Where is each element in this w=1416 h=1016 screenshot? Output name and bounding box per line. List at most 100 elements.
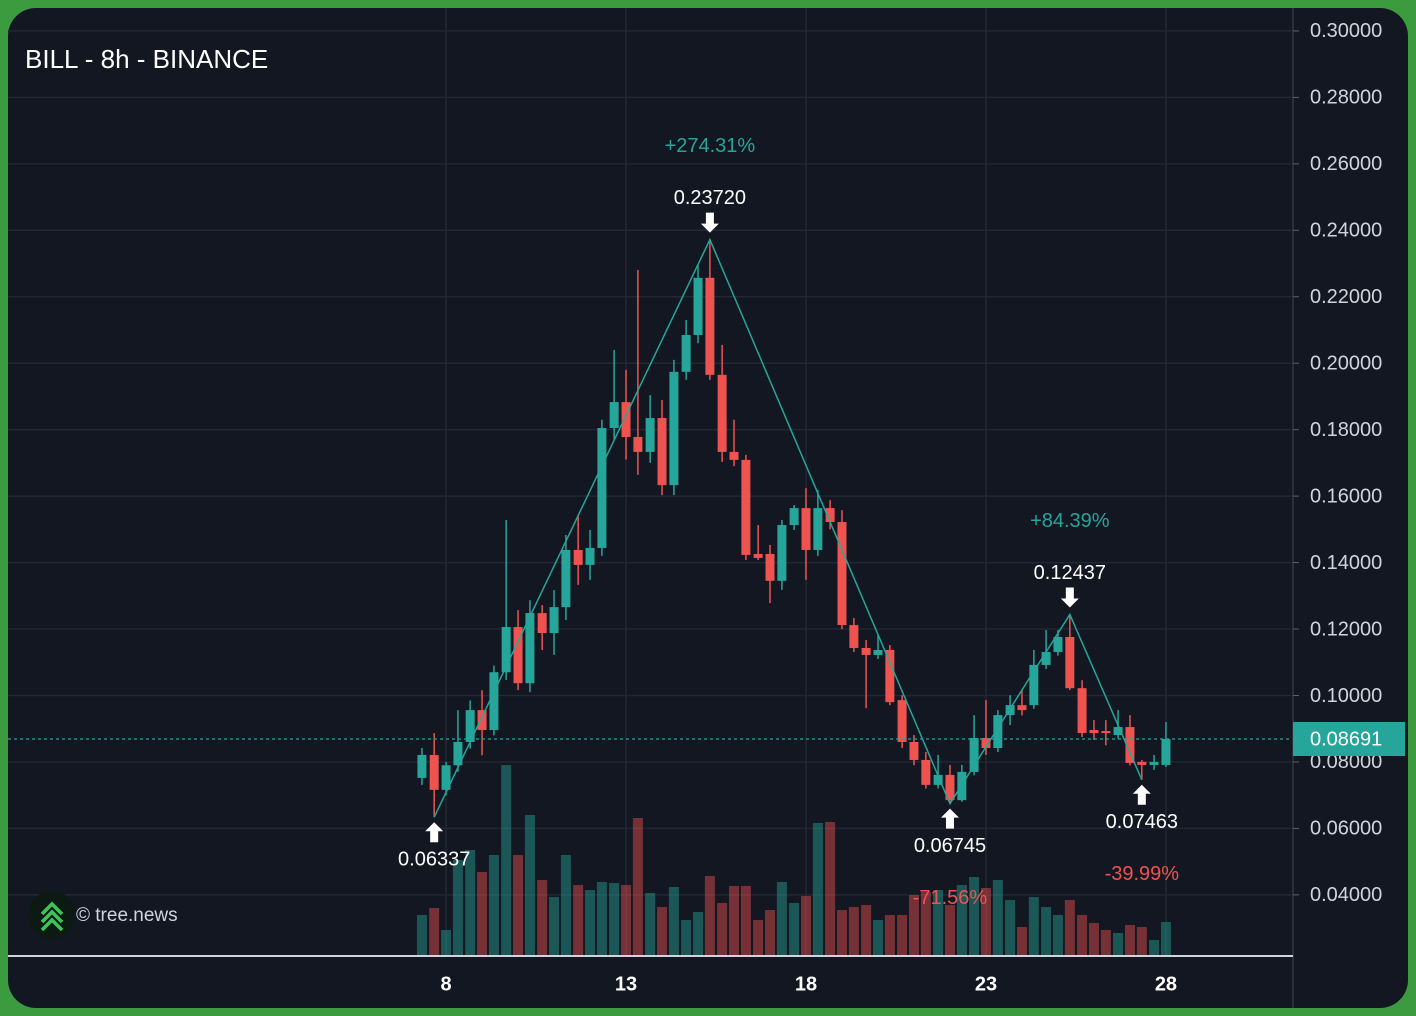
y-tick-label: 0.22000 — [1310, 286, 1382, 308]
volume-bar — [789, 903, 800, 955]
volume-bar — [632, 818, 643, 955]
volume-bar — [560, 855, 571, 955]
y-tick-label: 0.04000 — [1310, 884, 1382, 906]
candle-body — [873, 649, 883, 655]
candle-body — [1125, 727, 1135, 763]
pivot-price-label: 0.12437 — [1034, 562, 1106, 584]
volume-bar — [717, 903, 728, 955]
volume-bar — [441, 930, 452, 955]
candle-body — [417, 754, 427, 778]
x-tick-label: 28 — [1155, 973, 1177, 995]
volume-bar — [645, 893, 656, 955]
volume-bar — [1100, 930, 1111, 955]
candle-body — [861, 647, 871, 655]
pivot-price-label: 0.23720 — [674, 187, 746, 209]
logo-chevrons — [40, 901, 64, 932]
candle-body — [549, 607, 559, 634]
last-price-label: 0.08691 — [1310, 728, 1382, 750]
volume-bar — [753, 920, 764, 955]
volume-bar — [465, 850, 476, 955]
volume-bar — [800, 896, 811, 955]
candle-body — [561, 549, 571, 608]
volume-bar — [920, 892, 931, 955]
candle-body — [1161, 739, 1171, 765]
volume-bar — [549, 897, 560, 955]
y-tick-label: 0.06000 — [1310, 818, 1382, 840]
y-tick-label: 0.14000 — [1310, 552, 1382, 574]
candle-body — [501, 627, 511, 673]
volume-bar — [1028, 897, 1039, 955]
volume-bar — [861, 905, 872, 955]
candle-body — [585, 547, 595, 565]
candle-body — [513, 627, 523, 684]
candle-body — [465, 710, 475, 743]
candle-body — [693, 277, 703, 335]
candle-body — [921, 759, 931, 785]
candle-body — [909, 742, 919, 760]
candle-body — [537, 613, 547, 634]
pivot-arrow — [700, 212, 719, 233]
y-tick-label: 0.30000 — [1310, 20, 1382, 42]
volume-bar — [812, 823, 823, 955]
pivot-change-label: +274.31% — [665, 135, 756, 157]
volume-bar — [1052, 915, 1063, 955]
watermark-logo — [28, 891, 76, 939]
y-tick-label: 0.20000 — [1310, 352, 1382, 374]
volume-bar — [1124, 925, 1135, 955]
volume-bar — [704, 876, 715, 955]
candle-body — [477, 710, 487, 731]
volume-bar — [501, 765, 512, 955]
candle-body — [993, 715, 1003, 748]
volume-bar — [621, 885, 632, 955]
y-tick-label: 0.24000 — [1310, 220, 1382, 242]
candle-body — [813, 508, 823, 550]
candle-body — [621, 402, 631, 437]
volume-bar — [477, 872, 488, 955]
candle-body — [897, 700, 907, 743]
candle-body — [1137, 761, 1147, 765]
volume-layer — [416, 765, 1171, 955]
volume-bar — [776, 882, 787, 955]
volume-bar — [944, 905, 955, 955]
candle-body — [933, 774, 943, 785]
candle-body — [1089, 730, 1099, 734]
candle-body — [453, 742, 463, 766]
x-tick-label: 18 — [795, 973, 817, 995]
pivot-price-label: 0.06745 — [914, 835, 986, 857]
zigzag-line — [433, 237, 1143, 818]
logo-circle — [28, 891, 76, 939]
volume-bar — [429, 908, 440, 955]
candle-body — [705, 277, 715, 375]
volume-bar — [969, 877, 980, 955]
candle-body — [429, 754, 439, 790]
volume-bar — [897, 915, 908, 955]
volume-bar — [416, 915, 427, 955]
volume-bar — [1136, 927, 1147, 955]
candle-body — [525, 613, 535, 684]
candle-body — [1077, 688, 1087, 734]
pivot-price-label: 0.06337 — [398, 848, 470, 870]
candle-body — [597, 428, 607, 548]
volume-bar — [884, 915, 895, 955]
candle-body — [1149, 761, 1159, 765]
pivot-arrow — [1060, 587, 1079, 608]
candle-body — [765, 553, 775, 581]
volume-bar — [933, 890, 944, 955]
volume-bar — [573, 885, 584, 955]
volume-bar — [992, 880, 1003, 955]
candle-body — [981, 738, 991, 748]
volume-bar — [765, 910, 776, 955]
volume-bar — [836, 910, 847, 955]
volume-bar — [524, 815, 535, 955]
candle-body — [1113, 727, 1123, 736]
volume-bar — [848, 907, 859, 955]
candle-body — [645, 418, 655, 452]
candle-body — [681, 334, 691, 372]
volume-bar — [609, 883, 620, 955]
pivot-change-label: -39.99% — [1105, 863, 1180, 885]
grid — [8, 8, 1293, 955]
candle-body — [945, 774, 955, 801]
pivot-change-label: +84.39% — [1030, 510, 1110, 532]
volume-bar — [740, 886, 751, 955]
